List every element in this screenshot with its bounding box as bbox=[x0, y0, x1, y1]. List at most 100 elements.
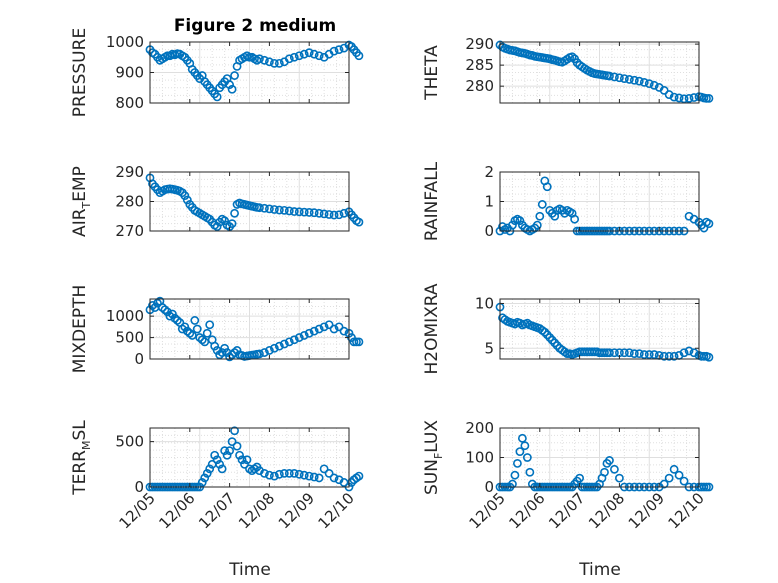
y-tick-label: 900 bbox=[115, 64, 144, 82]
y-tick-label: 290 bbox=[115, 163, 144, 181]
data-point bbox=[624, 348, 634, 358]
data-point bbox=[187, 331, 197, 340]
y-tick-label: 0 bbox=[134, 350, 144, 368]
data-point bbox=[624, 75, 634, 84]
data-point bbox=[629, 75, 639, 85]
data-point bbox=[704, 93, 714, 103]
y-tick-label: 500 bbox=[115, 329, 144, 347]
grid bbox=[499, 171, 700, 232]
x-tick-label: 12/07 bbox=[545, 489, 588, 532]
data-point bbox=[294, 469, 304, 479]
data-point bbox=[260, 348, 269, 357]
data-point bbox=[289, 335, 299, 345]
data-point bbox=[572, 58, 582, 68]
data-point bbox=[610, 348, 619, 358]
data-point bbox=[659, 351, 669, 361]
data-point bbox=[172, 316, 182, 325]
data-point bbox=[354, 217, 364, 227]
data-point bbox=[212, 455, 222, 465]
data-point bbox=[304, 48, 314, 58]
data-point bbox=[605, 348, 614, 358]
data-point bbox=[525, 467, 535, 477]
data-point bbox=[299, 470, 309, 480]
data-point bbox=[508, 220, 517, 230]
data-point bbox=[674, 470, 684, 480]
data-point bbox=[299, 207, 309, 217]
x-tick-label: 12/09 bbox=[625, 489, 668, 532]
data-point bbox=[684, 346, 694, 356]
y-tick-label: 5 bbox=[484, 339, 494, 357]
data-point bbox=[324, 320, 334, 330]
data-point bbox=[299, 49, 309, 59]
y-axis-label-main: AIR bbox=[70, 208, 90, 237]
grid bbox=[149, 298, 350, 360]
data-point bbox=[669, 92, 679, 102]
data-point bbox=[319, 209, 329, 219]
data-point bbox=[619, 74, 629, 83]
data-point bbox=[225, 80, 234, 90]
x-tick-label: 12/06 bbox=[155, 489, 198, 532]
series-markers bbox=[495, 176, 714, 236]
data-point bbox=[227, 84, 237, 94]
data-point bbox=[232, 346, 242, 355]
data-point bbox=[704, 482, 714, 492]
data-point bbox=[230, 348, 239, 357]
data-point bbox=[354, 337, 364, 347]
x-tick-label: 12/06 bbox=[505, 489, 548, 532]
data-point bbox=[227, 437, 237, 447]
data-point bbox=[517, 433, 527, 443]
x-tick-label: 12/09 bbox=[275, 489, 318, 532]
data-point bbox=[220, 216, 230, 226]
data-point bbox=[674, 93, 684, 103]
data-point bbox=[269, 58, 279, 68]
y-tick-label: 200 bbox=[465, 419, 494, 437]
data-point bbox=[205, 320, 215, 330]
data-point bbox=[255, 349, 264, 359]
data-point bbox=[570, 214, 580, 224]
series-markers bbox=[145, 296, 364, 362]
data-point bbox=[185, 328, 195, 338]
y-tick-label: 270 bbox=[115, 222, 144, 240]
data-point bbox=[279, 468, 289, 478]
axes-box bbox=[499, 41, 700, 104]
data-point bbox=[289, 468, 299, 478]
data-point bbox=[605, 456, 614, 465]
y-axis-label: THETA bbox=[422, 45, 442, 101]
data-point bbox=[664, 351, 674, 361]
y-tick-label: 1000 bbox=[106, 33, 144, 51]
data-point bbox=[329, 210, 339, 220]
data-point bbox=[227, 219, 237, 229]
y-tick-label: 1000 bbox=[106, 307, 144, 325]
data-point bbox=[220, 446, 230, 456]
data-point bbox=[515, 447, 525, 456]
y-axis-label-main: H2OMIXRA bbox=[422, 283, 442, 374]
y-axis-label-subscript: T bbox=[80, 201, 93, 209]
data-point bbox=[532, 220, 542, 230]
data-point bbox=[309, 326, 319, 336]
data-point bbox=[314, 208, 324, 218]
data-point bbox=[264, 470, 274, 480]
data-point bbox=[314, 51, 324, 61]
y-tick-label: 280 bbox=[465, 77, 494, 95]
data-point bbox=[192, 324, 202, 334]
x-axis-label-left: Time bbox=[228, 560, 271, 580]
data-point bbox=[659, 85, 669, 95]
y-axis-label-tail: SL bbox=[70, 420, 90, 441]
data-point bbox=[664, 90, 674, 99]
data-point bbox=[212, 346, 222, 355]
data-point bbox=[309, 49, 319, 59]
data-point bbox=[639, 350, 649, 359]
data-point bbox=[230, 208, 239, 218]
data-point bbox=[513, 458, 522, 468]
subplot-3: 270 280 290 AIRTEMP bbox=[70, 163, 364, 240]
data-point bbox=[294, 333, 304, 342]
subplot-4: 0 1 2 RAINFALL bbox=[422, 161, 714, 241]
data-point bbox=[289, 52, 299, 62]
data-point bbox=[225, 352, 234, 362]
data-point bbox=[284, 206, 294, 216]
data-point bbox=[649, 80, 659, 90]
data-point bbox=[334, 210, 344, 220]
data-point bbox=[309, 472, 319, 482]
data-point bbox=[232, 441, 242, 451]
data-point bbox=[240, 459, 249, 469]
